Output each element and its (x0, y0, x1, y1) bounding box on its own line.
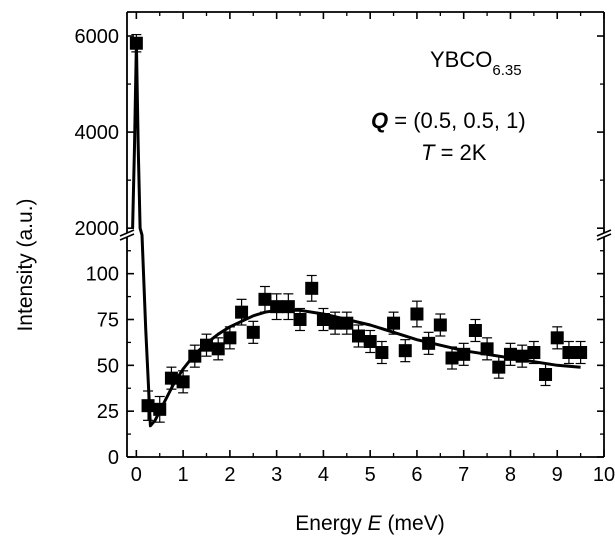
data-point (153, 402, 167, 416)
data-point (363, 335, 377, 348)
data-point (164, 371, 178, 385)
y-axis-title: Intensity (a.u.) (14, 198, 37, 331)
y-tick-label: 6000 (75, 26, 120, 48)
data-point (176, 375, 190, 389)
data-point (375, 346, 389, 359)
x-axis-title: Energy E (meV) (295, 512, 444, 535)
data-point (270, 300, 284, 314)
data-point (562, 346, 576, 359)
data-point (340, 316, 354, 330)
data-point (457, 347, 471, 361)
fit-curve (131, 41, 581, 428)
y-tick-label: 2000 (75, 218, 120, 240)
data-point (129, 36, 143, 50)
x-tick-label: 4 (318, 464, 329, 486)
q-vector-label: Q = (0.5, 0.5, 1) (371, 108, 526, 133)
axis-break-mark-right-1 (596, 229, 612, 237)
x-tick-label: 8 (505, 464, 516, 486)
data-point (188, 349, 202, 363)
data-point (433, 318, 447, 332)
x-tick-label: 5 (365, 464, 376, 486)
data-point (539, 368, 553, 381)
data-point (223, 331, 237, 345)
x-tick-label: 0 (131, 464, 142, 486)
sample-label: YBCO6.35 (430, 47, 522, 79)
data-point (328, 316, 342, 330)
x-axis-title-unit: (meV) (382, 512, 445, 535)
x-tick-label: 7 (458, 464, 469, 486)
data-point (468, 324, 482, 337)
data-point (515, 349, 529, 363)
q-vector-value: = (0.5, 0.5, 1) (388, 108, 526, 133)
x-tick-label: 3 (271, 464, 282, 486)
y-tick-label: 4000 (75, 122, 120, 144)
data-point (351, 329, 365, 343)
data-point (141, 399, 155, 413)
temperature-label: T = 2K (421, 140, 487, 165)
x-tick-label: 9 (552, 464, 563, 486)
data-point (387, 316, 401, 330)
data-point (235, 305, 249, 319)
data-point (527, 346, 541, 359)
data-point (258, 292, 272, 306)
sample-subscript: 6.35 (492, 62, 521, 79)
data-point (398, 344, 412, 358)
axis-break-mark-left-1 (119, 229, 135, 237)
y-tick-label: 0 (108, 447, 119, 469)
data-point (316, 313, 330, 326)
data-point (492, 360, 506, 374)
data-point (503, 347, 517, 361)
y-tick-label: 25 (97, 401, 119, 423)
x-tick-label: 10 (593, 464, 615, 486)
x-axis-title-variable: E (368, 512, 383, 535)
data-point (305, 281, 319, 295)
x-tick-label: 2 (224, 464, 235, 486)
axis-break-mark-left-2 (119, 233, 135, 241)
q-vector-variable: Q (371, 108, 388, 133)
data-point (445, 351, 459, 365)
data-point (246, 325, 260, 339)
data-point (211, 342, 225, 356)
data-point (410, 307, 424, 321)
data-point (574, 346, 588, 359)
y-tick-label: 100 (86, 264, 119, 286)
data-point (422, 336, 436, 350)
sample-name: YBCO (430, 47, 492, 72)
x-tick-label: 1 (178, 464, 189, 486)
temperature-variable: T (421, 140, 436, 165)
y-tick-label: 50 (97, 355, 119, 377)
data-point (550, 331, 564, 345)
data-point (293, 313, 307, 326)
x-axis-title-prefix: Energy (295, 512, 367, 535)
data-point (200, 338, 213, 352)
data-point (281, 300, 295, 314)
axis-break-mark-right-2 (596, 233, 612, 241)
data-point (480, 342, 494, 356)
temperature-value: = 2K (434, 140, 486, 165)
y-tick-label: 75 (97, 310, 119, 332)
x-tick-label: 6 (411, 464, 422, 486)
